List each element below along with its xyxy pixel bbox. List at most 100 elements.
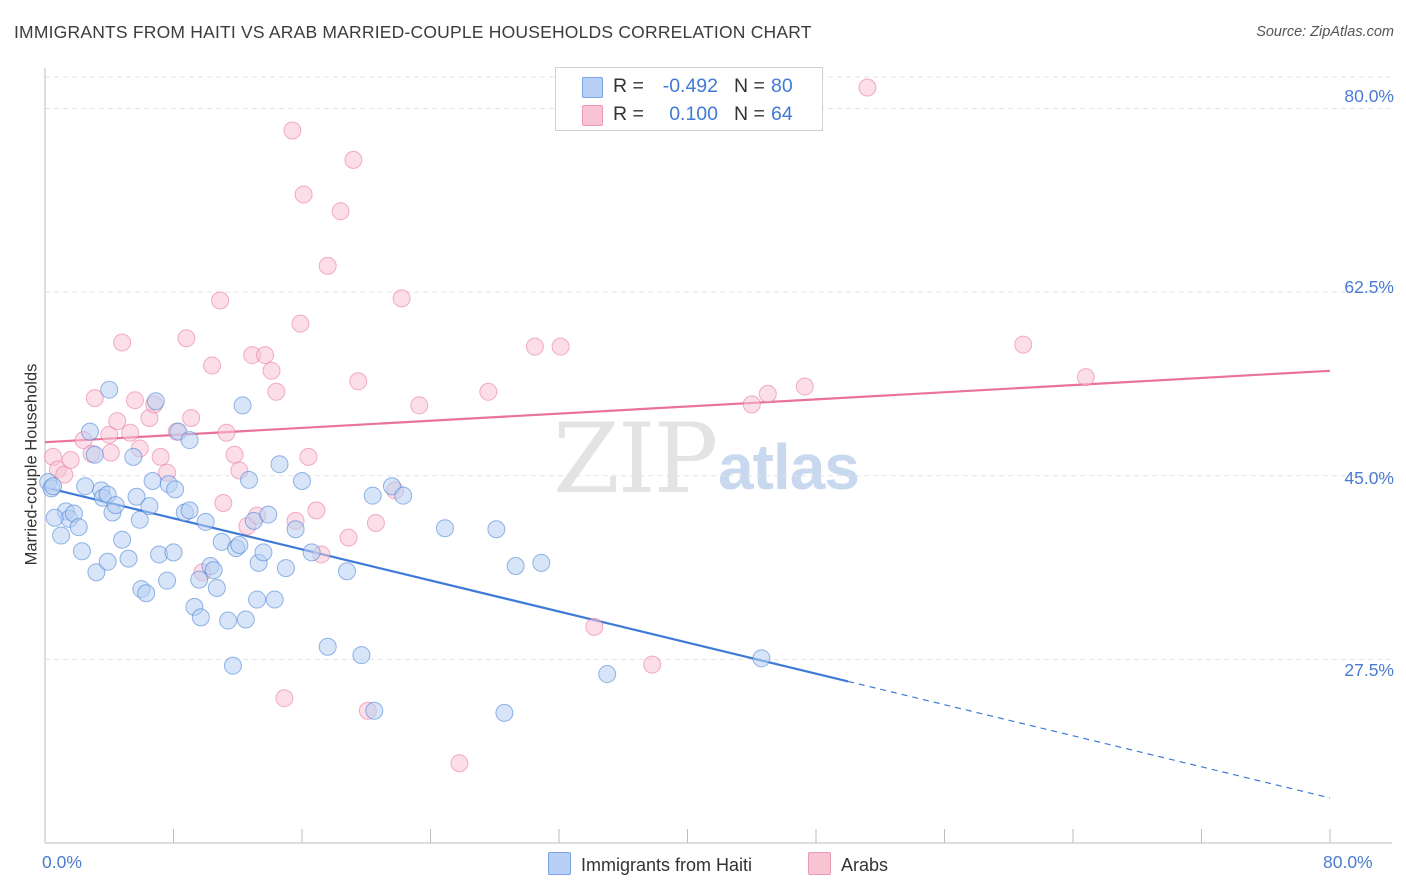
point-haiti	[44, 477, 63, 496]
point-haiti	[180, 501, 199, 520]
blue-swatch-icon	[548, 852, 571, 875]
x-tick-label: 80.0%	[1323, 852, 1373, 872]
point-arabs	[299, 447, 318, 466]
y-tick-label: 62.5%	[1344, 277, 1394, 297]
trend-line-haiti	[44, 486, 849, 683]
point-arabs	[108, 412, 127, 431]
n-label: N =	[734, 75, 765, 97]
point-haiti	[204, 561, 223, 580]
point-haiti	[532, 553, 551, 572]
point-haiti	[239, 470, 258, 489]
trend-extension-haiti	[847, 680, 1331, 799]
point-haiti	[248, 590, 267, 609]
point-arabs	[525, 337, 544, 356]
point-haiti	[140, 497, 159, 516]
point-arabs	[177, 329, 196, 348]
trend-line-arabs	[44, 369, 1331, 444]
point-arabs	[211, 291, 230, 310]
r-value: -0.492	[662, 75, 718, 97]
point-arabs	[858, 78, 877, 97]
y-axis-label: Married-couple Households	[22, 363, 41, 566]
y-tick-label: 80.0%	[1344, 86, 1394, 106]
point-haiti	[363, 486, 382, 505]
y-tick-label: 27.5%	[1344, 660, 1394, 680]
point-haiti	[191, 608, 210, 627]
point-arabs	[125, 391, 144, 410]
point-haiti	[236, 610, 255, 629]
point-haiti	[223, 656, 242, 675]
point-arabs	[450, 754, 469, 773]
point-haiti	[190, 570, 209, 589]
point-arabs	[121, 423, 140, 442]
point-arabs	[61, 451, 80, 469]
point-haiti	[100, 380, 119, 399]
r-label: R =	[613, 103, 644, 125]
point-arabs	[551, 337, 570, 356]
point-haiti	[87, 563, 106, 582]
legend-item-haiti[interactable]: Immigrants from Haiti	[548, 852, 752, 876]
point-arabs	[643, 655, 662, 674]
point-haiti	[259, 505, 278, 524]
point-arabs	[214, 494, 233, 513]
r-label: R =	[613, 75, 644, 97]
point-arabs	[795, 377, 814, 396]
point-haiti	[164, 543, 183, 562]
point-haiti	[69, 518, 88, 537]
pink-swatch-icon	[808, 852, 831, 875]
point-arabs	[339, 528, 358, 547]
point-haiti	[435, 519, 454, 538]
point-arabs	[203, 356, 222, 375]
point-haiti	[293, 471, 311, 490]
point-arabs	[182, 409, 201, 428]
point-haiti	[106, 496, 125, 515]
point-haiti	[80, 422, 99, 441]
point-haiti	[265, 590, 284, 609]
legend-row-arabs: R = 0.100 N = 64	[556, 101, 822, 129]
point-haiti	[352, 646, 371, 665]
source-label: Source: ZipAtlas.com	[1256, 24, 1394, 40]
point-arabs	[318, 256, 337, 275]
point-haiti	[137, 584, 156, 603]
stats-legend: R = -0.492 N = 80 R = 0.100 N = 64	[555, 67, 823, 131]
point-haiti	[230, 535, 249, 554]
n-value: 80	[771, 75, 793, 97]
point-arabs	[283, 121, 302, 140]
point-arabs	[294, 185, 313, 204]
point-haiti	[365, 701, 384, 720]
point-haiti	[276, 559, 295, 578]
point-arabs	[113, 333, 132, 352]
point-haiti	[52, 526, 71, 545]
point-arabs	[85, 389, 104, 408]
point-haiti	[196, 512, 215, 531]
point-haiti	[337, 562, 356, 581]
point-haiti	[318, 637, 337, 656]
point-haiti	[85, 445, 104, 464]
point-arabs	[410, 396, 429, 415]
point-haiti	[302, 543, 321, 562]
point-haiti	[254, 543, 273, 562]
point-haiti	[233, 396, 252, 415]
point-haiti	[487, 520, 506, 539]
point-arabs	[101, 443, 120, 462]
point-haiti	[180, 431, 199, 450]
point-arabs	[479, 382, 498, 401]
grid-lines	[45, 76, 1392, 660]
n-label: N =	[734, 103, 765, 125]
legend-item-arabs[interactable]: Arabs	[808, 852, 888, 876]
legend-row-haiti: R = -0.492 N = 80	[556, 73, 822, 101]
y-tick-label: 45.0%	[1344, 468, 1394, 488]
point-haiti	[219, 611, 238, 630]
point-haiti	[270, 455, 289, 474]
data-points	[39, 78, 1095, 773]
axes	[44, 68, 1392, 844]
point-arabs	[1076, 368, 1095, 387]
point-arabs	[392, 289, 411, 308]
point-arabs	[225, 445, 244, 464]
r-value: 0.100	[669, 103, 718, 125]
point-arabs	[758, 384, 777, 403]
point-haiti	[752, 649, 771, 668]
point-arabs	[344, 150, 363, 169]
x-tick-label: 0.0%	[42, 852, 82, 872]
point-haiti	[286, 520, 305, 539]
